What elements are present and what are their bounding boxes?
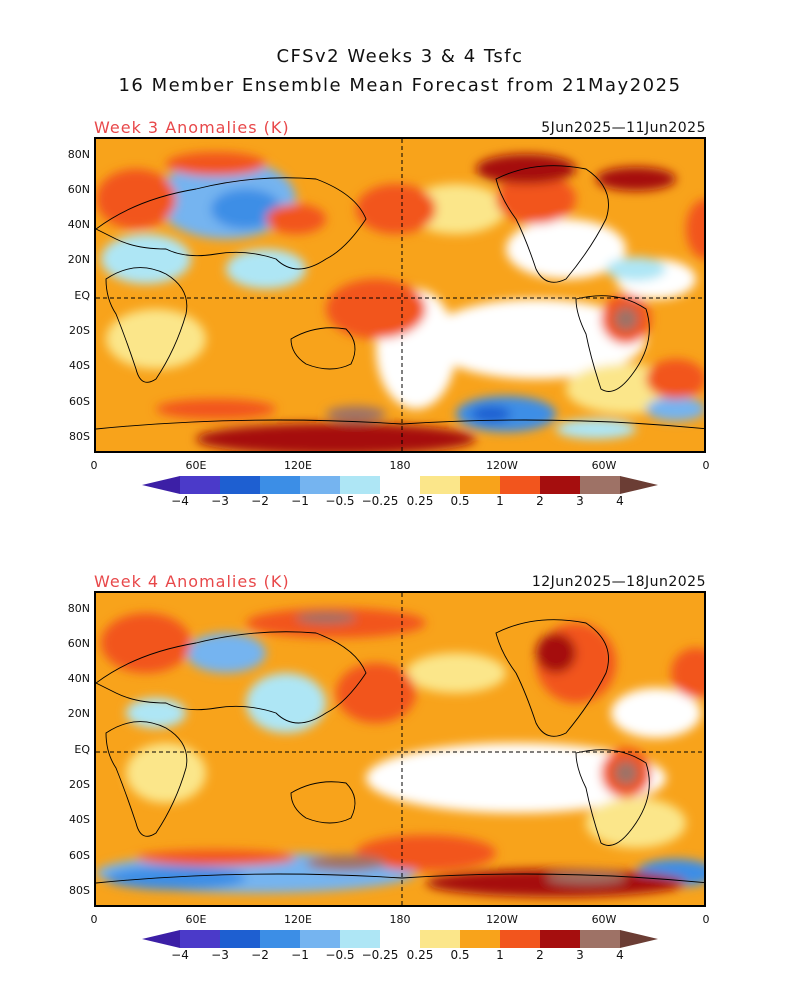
colorbar-tick-label: 2	[536, 494, 544, 508]
colorbar-end-high	[620, 930, 658, 948]
colorbar-tick-label: −0.5	[325, 494, 355, 508]
week-3-anomaly-map	[94, 137, 706, 453]
panel-1-lon-label: 0	[702, 459, 710, 472]
colorbar-swatch	[340, 476, 381, 494]
panel-2-lon-label: 60E	[185, 913, 207, 926]
panel-1-lat-label: 40S	[69, 359, 90, 372]
coastlines	[96, 619, 704, 884]
colorbar-swatch	[300, 476, 341, 494]
panel-1-lon-label: 120W	[486, 459, 518, 472]
colorbar-tick-label: 3	[576, 948, 584, 962]
colorbar-swatch	[460, 476, 501, 494]
colorbar-swatch	[180, 930, 221, 948]
panel-2-lat-label: 60S	[69, 849, 90, 862]
panel-1-lat-label: EQ	[74, 289, 90, 302]
panel-2-colorbar	[142, 930, 658, 948]
colorbar-tick-label: −2	[251, 494, 269, 508]
panel-1-date-range: 5Jun2025—11Jun2025	[541, 120, 706, 136]
panel-2-label: Week 4 Anomalies (K)	[94, 572, 290, 591]
colorbar-swatch	[580, 476, 621, 494]
colorbar-swatch	[420, 930, 461, 948]
panel-1-lon-label: 120E	[284, 459, 312, 472]
colorbar-tick-label: 0.25	[406, 948, 434, 962]
colorbar-swatch	[220, 476, 261, 494]
reference-lines	[96, 139, 704, 451]
panel-1-lat-label: 80S	[69, 430, 90, 443]
colorbar-swatch	[460, 930, 501, 948]
figure-title-line-1: CFSv2 Weeks 3 & 4 Tsfc	[276, 46, 524, 67]
panel-2-lon-label: 60W	[591, 913, 617, 926]
colorbar-tick-label: 0.25	[406, 494, 434, 508]
panel-1-lat-label: 20S	[69, 324, 90, 337]
colorbar-swatch	[260, 930, 301, 948]
colorbar-tick-label: −0.5	[325, 948, 355, 962]
panel-2-lon-label: 180	[389, 913, 411, 926]
colorbar-swatch	[380, 930, 421, 948]
colorbar-swatch	[420, 476, 461, 494]
colorbar-tick-label: 4	[616, 948, 624, 962]
panel-1-lat-label: 20N	[67, 253, 90, 266]
panel-2-lat-label: 20S	[69, 778, 90, 791]
colorbar-swatch	[340, 930, 381, 948]
colorbar-tick-label: 1	[496, 494, 504, 508]
colorbar-tick-label: −2	[251, 948, 269, 962]
colorbar-tick-label: −4	[171, 494, 189, 508]
week-4-anomaly-map	[94, 591, 706, 907]
colorbar-end-high	[620, 476, 658, 494]
panel-2-lat-label: EQ	[74, 743, 90, 756]
colorbar-tick-label: −0.25	[361, 494, 399, 508]
week-3-anomaly-field	[96, 139, 704, 451]
colorbar-swatch	[500, 930, 541, 948]
panel-2-date-range: 12Jun2025—18Jun2025	[531, 574, 706, 590]
colorbar-swatch	[580, 930, 621, 948]
colorbar-tick-label: −1	[291, 494, 309, 508]
colorbar-tick-label: −0.25	[361, 948, 399, 962]
colorbar-swatch	[540, 476, 581, 494]
panel-2-lat-label: 20N	[67, 707, 90, 720]
panel-1-label: Week 3 Anomalies (K)	[94, 118, 290, 137]
reference-lines	[96, 593, 704, 905]
panel-1-lon-label: 60W	[591, 459, 617, 472]
coastlines	[96, 165, 704, 430]
week-4-anomaly-field	[96, 593, 704, 905]
colorbar-tick-label: 4	[616, 494, 624, 508]
colorbar-end-low	[142, 476, 180, 494]
colorbar-tick-label: −3	[211, 948, 229, 962]
colorbar-tick-label: 2	[536, 948, 544, 962]
panel-2-lat-label: 40N	[67, 672, 90, 685]
colorbar-end-low	[142, 930, 180, 948]
colorbar-tick-label: −1	[291, 948, 309, 962]
panel-1-lon-label: 60E	[185, 459, 207, 472]
colorbar-swatch	[220, 930, 261, 948]
panel-2-lon-label: 0	[90, 913, 98, 926]
colorbar-tick-label: 0.5	[450, 494, 470, 508]
colorbar-swatch	[300, 930, 341, 948]
colorbar-tick-label: −3	[211, 494, 229, 508]
panel-1-colorbar	[142, 476, 658, 494]
colorbar-tick-label: 3	[576, 494, 584, 508]
colorbar-swatch	[260, 476, 301, 494]
panel-2-lat-label: 80S	[69, 884, 90, 897]
colorbar-swatch	[540, 930, 581, 948]
panel-1-lat-label: 60S	[69, 395, 90, 408]
figure-title-line-2: 16 Member Ensemble Mean Forecast from 21…	[118, 75, 682, 96]
colorbar-tick-label: 1	[496, 948, 504, 962]
panel-1-lon-label: 180	[389, 459, 411, 472]
panel-2-lat-label: 40S	[69, 813, 90, 826]
panel-2-lon-label: 0	[702, 913, 710, 926]
colorbar-swatch	[500, 476, 541, 494]
panel-2-lat-label: 60N	[67, 637, 90, 650]
panel-1-lat-label: 60N	[67, 183, 90, 196]
panel-2-lon-label: 120W	[486, 913, 518, 926]
colorbar-swatch	[380, 476, 421, 494]
colorbar-tick-label: 0.5	[450, 948, 470, 962]
panel-1-lat-label: 40N	[67, 218, 90, 231]
panel-1-lat-label: 80N	[67, 148, 90, 161]
colorbar-tick-label: −4	[171, 948, 189, 962]
panel-1-lon-label: 0	[90, 459, 98, 472]
panel-2-lat-label: 80N	[67, 602, 90, 615]
panel-2-lon-label: 120E	[284, 913, 312, 926]
colorbar-swatch	[180, 476, 221, 494]
